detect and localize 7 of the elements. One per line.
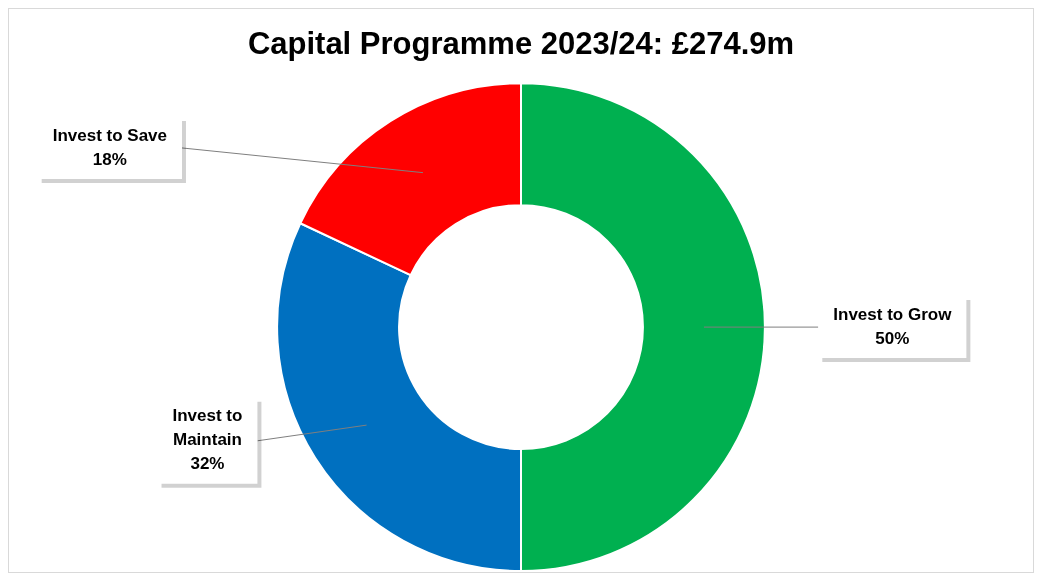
data-label: 18% [92, 149, 127, 169]
slice-label: Invest to Grow [833, 304, 953, 324]
data-label: 32% [190, 454, 225, 474]
slice-label: Invest to Maintain [172, 406, 243, 450]
slice-label: Invest to Save [52, 125, 167, 145]
chart-title: Capital Programme 2023/24: £274.9m [247, 26, 795, 62]
data-label: 50% [875, 328, 910, 348]
